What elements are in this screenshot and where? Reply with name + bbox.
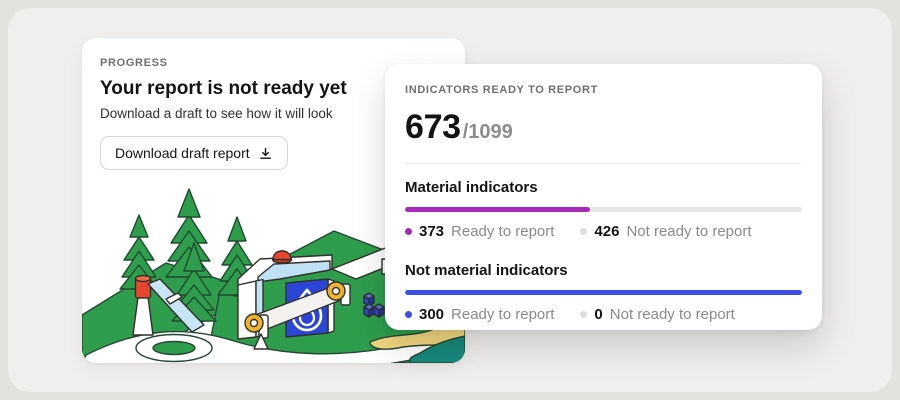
legend-item-ready: 373 Ready to report xyxy=(405,223,554,240)
section-title: Material indicators xyxy=(405,179,538,196)
chimney xyxy=(132,274,154,336)
not-ready-label: Not ready to report xyxy=(626,223,752,240)
progress-fill xyxy=(405,207,591,212)
legend: 300 Ready to report 0 Not ready to repor… xyxy=(405,306,802,323)
factory-building xyxy=(237,246,415,350)
divider xyxy=(405,163,802,164)
legend-item-not-ready: 426 Not ready to report xyxy=(580,223,752,240)
section-title: Not material indicators xyxy=(405,262,568,279)
progress-bar xyxy=(405,290,802,295)
progress-bar xyxy=(405,207,802,212)
legend-item-ready: 300 Ready to report xyxy=(405,306,554,323)
roller xyxy=(244,313,269,339)
not-ready-count: 0 xyxy=(594,306,603,323)
total-count: /1099 xyxy=(462,121,513,143)
progress-eyebrow: PROGRESS xyxy=(100,57,168,69)
download-draft-report-button[interactable]: Download draft report xyxy=(100,136,288,170)
progress-title: Your report is not ready yet xyxy=(100,78,347,99)
factory-illustration xyxy=(82,188,465,363)
not-ready-label: Not ready to report xyxy=(609,306,735,323)
material-indicators-section: Material indicators 373 Ready to report … xyxy=(405,179,802,240)
legend-item-not-ready: 0 Not ready to report xyxy=(580,306,735,323)
not-material-indicators-section: Not material indicators 300 Ready to rep… xyxy=(405,262,802,323)
not-ready-dot xyxy=(580,311,588,318)
ready-count: 373 xyxy=(419,223,445,240)
download-icon xyxy=(259,147,271,159)
roller xyxy=(326,281,351,306)
conveyor-tube xyxy=(147,278,205,333)
ready-dot xyxy=(405,311,412,318)
indicators-card: INDICATORS READY TO REPORT 673 /1099 Mat… xyxy=(385,64,822,330)
progress-fill xyxy=(405,290,802,295)
ready-label: Ready to report xyxy=(451,306,555,323)
ready-count: 300 xyxy=(419,306,445,323)
not-ready-dot xyxy=(580,228,588,235)
ready-count: 673 xyxy=(405,108,461,146)
alarm-dome xyxy=(271,250,293,264)
ready-label: Ready to report xyxy=(451,223,555,240)
indicators-summary: 673 /1099 xyxy=(405,108,802,147)
cone xyxy=(253,333,269,350)
crates xyxy=(363,292,385,318)
legend: 373 Ready to report 426 Not ready to rep… xyxy=(405,223,802,240)
progress-subtitle: Download a draft to see how it will look xyxy=(100,106,333,121)
ready-dot xyxy=(405,228,412,235)
indicators-eyebrow: INDICATORS READY TO REPORT xyxy=(405,84,598,96)
download-button-label: Download draft report xyxy=(115,145,250,161)
not-ready-count: 426 xyxy=(594,223,620,240)
